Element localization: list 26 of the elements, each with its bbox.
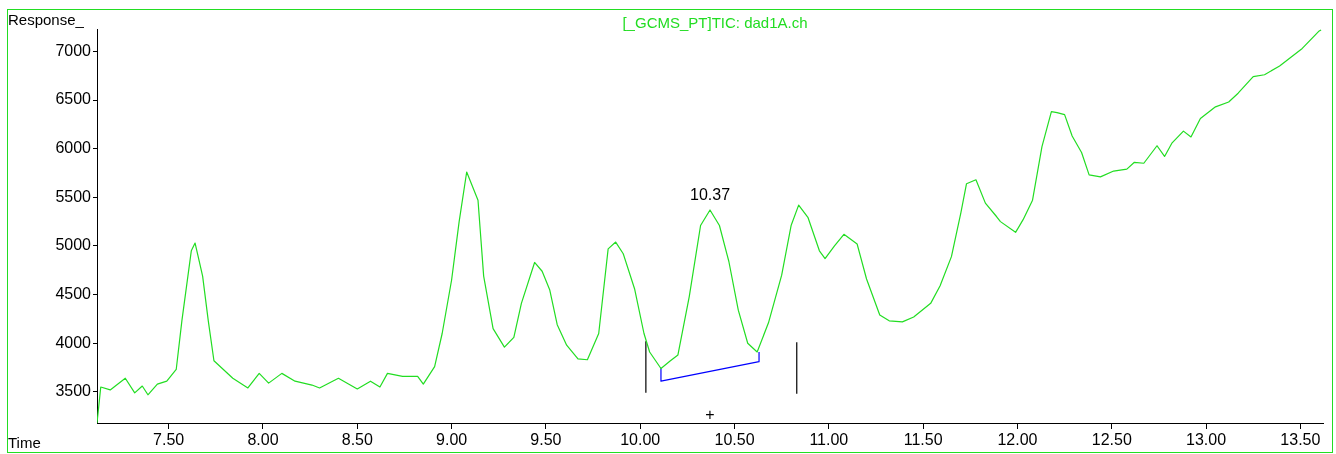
y-tick-label: 6000 xyxy=(55,139,92,157)
x-tick-label: 12.50 xyxy=(1091,431,1132,449)
y-tick-label: 6500 xyxy=(55,90,92,108)
x-tick-label: 8.50 xyxy=(341,431,373,449)
x-tick-label: 10.50 xyxy=(714,431,755,449)
annotation: + xyxy=(705,405,715,423)
x-axis-title: Time xyxy=(8,434,41,451)
x-tick-label: 10.00 xyxy=(620,431,661,449)
x-tick-label: 11.00 xyxy=(809,431,849,449)
annotation: 10.37 xyxy=(689,186,731,204)
x-tick-label: 13.00 xyxy=(1186,431,1227,449)
y-tick-label: 7000 xyxy=(55,41,92,59)
y-axis-title: Response_ xyxy=(8,11,84,28)
x-tick-label: 11.50 xyxy=(903,431,943,449)
x-tick-label: 13.50 xyxy=(1280,431,1321,449)
x-tick-label: 8.00 xyxy=(247,431,279,449)
x-tick-label: 9.50 xyxy=(530,431,562,449)
x-tick-label: 12.00 xyxy=(997,431,1038,449)
y-tick-label: 5000 xyxy=(55,236,92,254)
y-tick-label: 4000 xyxy=(55,333,92,351)
y-tick-label: 4500 xyxy=(55,284,92,302)
y-tick-label: 5500 xyxy=(55,187,92,205)
x-tick-label: 7.50 xyxy=(153,431,185,449)
x-tick-label: 9.00 xyxy=(436,431,468,449)
y-tick-label: 3500 xyxy=(55,382,92,400)
chart-title: [_GCMS_PT]TIC: dad1A.ch xyxy=(622,14,808,31)
